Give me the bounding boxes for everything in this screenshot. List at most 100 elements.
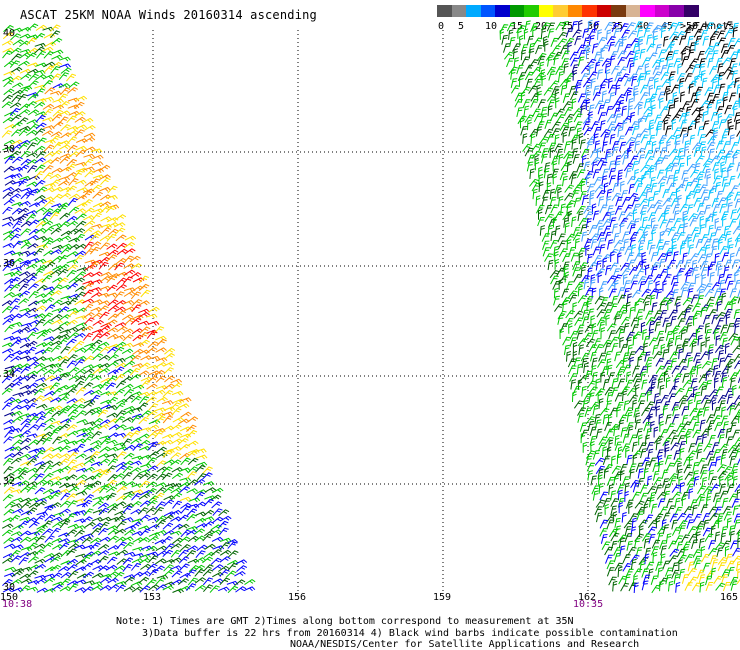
wind-barb: [596, 512, 603, 523]
wind-barb: [713, 575, 723, 585]
wind-barb: [627, 146, 632, 158]
wind-barb: [660, 64, 668, 75]
wind-barb: [11, 139, 24, 145]
wind-barb: [107, 432, 120, 439]
wind-barb: [565, 28, 574, 38]
wind-barb: [123, 452, 135, 460]
wind-barb: [691, 259, 698, 271]
wind-barb: [50, 269, 62, 276]
wind-barb: [623, 280, 631, 290]
wind-barb: [17, 207, 30, 215]
wind-barb: [19, 453, 32, 459]
wind-barb: [670, 232, 680, 242]
wind-barb: [717, 37, 726, 47]
wind-barb: [122, 314, 134, 321]
wind-barb: [18, 375, 31, 382]
wind-barb: [558, 248, 568, 257]
wind-barb: [83, 466, 95, 473]
wind-barb: [540, 28, 547, 39]
wind-barb: [726, 323, 735, 333]
legend-swatch: [611, 5, 626, 17]
wind-barb: [107, 528, 119, 536]
wind-barb: [564, 222, 570, 234]
wind-barb: [592, 246, 601, 256]
wind-barb: [59, 465, 71, 472]
wind-barb: [647, 526, 657, 535]
wind-barb: [704, 533, 714, 542]
wind-barb: [11, 570, 23, 578]
wind-barb: [67, 465, 78, 474]
wind-barb: [654, 321, 662, 332]
wind-barb: [92, 319, 104, 326]
wind-barb: [721, 497, 729, 508]
wind-barb: [554, 251, 559, 263]
wind-barb: [225, 570, 237, 578]
wind-barb: [674, 535, 684, 544]
wind-barb: [17, 470, 28, 479]
wind-barb: [533, 78, 542, 88]
wind-barb: [60, 124, 71, 132]
wind-barb: [131, 314, 144, 320]
wind-barb: [729, 218, 738, 228]
wind-barb: [606, 275, 617, 284]
wind-barb: [641, 533, 652, 542]
wind-barb: [665, 377, 671, 388]
wind-barb: [652, 551, 658, 563]
wind-barb: [138, 275, 149, 284]
wind-barb: [684, 73, 693, 82]
wind-barb: [27, 47, 39, 55]
wind-barb: [583, 362, 589, 374]
wind-barb: [662, 405, 669, 416]
wind-barb: [140, 410, 152, 418]
wind-barb: [550, 275, 559, 285]
wind-barb: [692, 142, 702, 151]
wind-barb: [618, 66, 628, 75]
wind-barb: [677, 318, 686, 327]
wind-barb: [667, 259, 677, 269]
wind-barb: [730, 63, 738, 74]
lat-label-30: 30: [3, 582, 15, 593]
wind-barb: [66, 564, 78, 572]
wind-barb: [592, 210, 600, 221]
wind-barb: [677, 194, 682, 206]
wind-barb: [161, 411, 174, 417]
wind-barb: [688, 42, 696, 52]
wind-barb: [599, 161, 608, 171]
wind-barb: [636, 268, 646, 277]
wind-barb: [41, 460, 54, 466]
wind-barb: [618, 211, 626, 221]
wind-barb: [539, 225, 546, 236]
wind-barb: [694, 525, 704, 535]
wind-barb: [171, 438, 183, 444]
legend-tick-10: 10: [484, 21, 498, 32]
wind-barb: [582, 400, 589, 411]
wind-barb: [10, 555, 22, 563]
wind-barb: [668, 22, 678, 32]
wind-barb: [115, 214, 127, 221]
wind-barb: [645, 264, 650, 276]
wind-barb: [644, 140, 652, 151]
wind-barb: [562, 93, 570, 103]
wind-barb: [721, 337, 728, 348]
wind-barb: [587, 470, 594, 481]
wind-barb: [99, 485, 110, 494]
wind-barb: [675, 107, 685, 117]
wind-barb: [52, 521, 64, 528]
wind-barb: [97, 341, 110, 347]
wind-barb: [626, 57, 634, 68]
wind-barb: [597, 359, 607, 368]
wind-barb: [631, 76, 638, 87]
wind-barb: [663, 209, 670, 221]
wind-barb: [10, 355, 22, 363]
wind-barb: [90, 375, 102, 381]
wind-barb: [562, 253, 571, 263]
wind-barb: [106, 275, 117, 284]
wind-barb: [692, 314, 698, 326]
wind-barb: [154, 539, 167, 545]
wind-barb: [544, 213, 554, 223]
wind-barb: [572, 341, 578, 353]
wind-barb: [655, 561, 663, 572]
wind-barb: [590, 121, 600, 130]
wind-barb: [629, 155, 639, 165]
wind-barb: [620, 262, 630, 271]
